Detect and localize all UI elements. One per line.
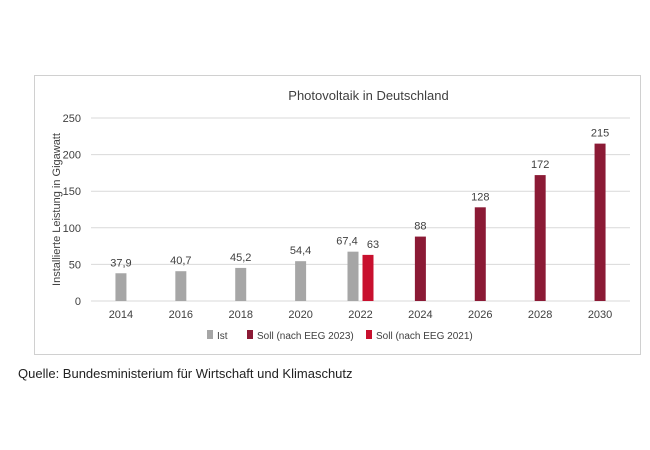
y-tick-label: 250 xyxy=(63,113,81,125)
data-label: 40,7 xyxy=(170,255,191,267)
data-label: 37,9 xyxy=(110,257,131,269)
source-note: Quelle: Bundesministerium für Wirtschaft… xyxy=(18,366,353,381)
x-tick-label: 2024 xyxy=(408,309,432,321)
x-tick-label: 2014 xyxy=(109,309,133,321)
data-label: 215 xyxy=(591,128,609,140)
data-label: 67,4 xyxy=(336,236,357,248)
bar xyxy=(295,261,307,301)
legend-swatch xyxy=(366,330,372,339)
data-label: 45,2 xyxy=(230,252,251,264)
bar xyxy=(534,175,546,301)
y-tick-label: 100 xyxy=(63,223,81,235)
bar xyxy=(414,236,426,301)
data-label: 172 xyxy=(531,159,549,171)
y-tick-label: 0 xyxy=(75,296,81,308)
x-tick-label: 2026 xyxy=(468,309,492,321)
x-tick-label: 2030 xyxy=(588,309,612,321)
y-axis-label: Installierte Leistung in Gigawatt xyxy=(51,133,63,286)
x-tick-label: 2028 xyxy=(528,309,552,321)
bar xyxy=(175,271,187,301)
legend-swatch xyxy=(247,330,253,339)
chart-svg: Photovoltaik in Deutschland 0 50 100 150 200 2… xyxy=(51,88,630,342)
bar xyxy=(235,267,247,301)
data-label: 63 xyxy=(367,239,379,251)
data-label: 88 xyxy=(414,221,426,233)
x-tick-label: 2022 xyxy=(348,309,372,321)
legend-label: Soll (nach EEG 2021) xyxy=(376,331,473,342)
y-tick-label: 150 xyxy=(63,186,81,198)
x-tick-label: 2016 xyxy=(169,309,193,321)
bar xyxy=(347,251,359,301)
legend-swatch xyxy=(207,330,213,339)
y-tick-label: 200 xyxy=(63,150,81,162)
x-tick-label: 2018 xyxy=(228,309,252,321)
chart-frame: Photovoltaik in Deutschland 0 50 100 150 200 2… xyxy=(34,75,641,355)
bar xyxy=(474,207,486,301)
legend-label: Ist xyxy=(217,331,228,342)
bar xyxy=(115,273,127,301)
data-label: 128 xyxy=(471,191,489,203)
bar xyxy=(594,143,606,301)
chart-title: Photovoltaik in Deutschland xyxy=(288,88,448,103)
x-tick-label: 2020 xyxy=(288,309,312,321)
bar xyxy=(362,254,374,301)
legend-label: Soll (nach EEG 2023) xyxy=(257,331,354,342)
data-label: 54,4 xyxy=(290,245,311,257)
y-tick-label: 50 xyxy=(69,259,81,271)
